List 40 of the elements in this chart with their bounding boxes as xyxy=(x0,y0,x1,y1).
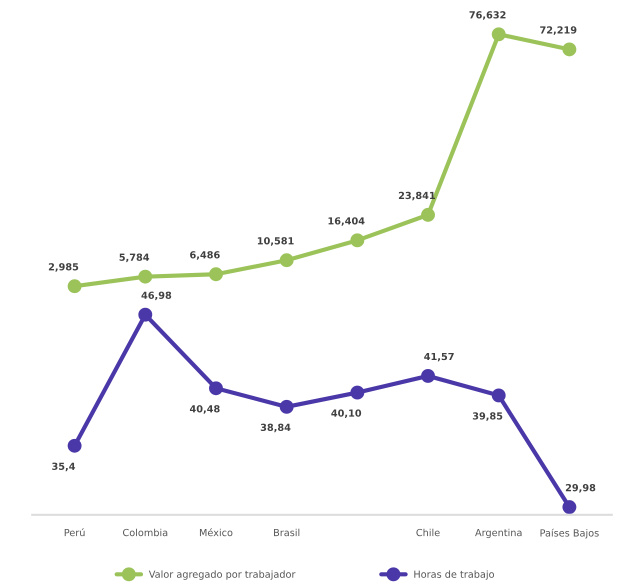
point xyxy=(280,253,294,268)
x-tick-label: Brasil xyxy=(274,528,300,536)
data-label: 46,98 xyxy=(141,292,172,300)
x-tick-label: México xyxy=(200,528,232,536)
point xyxy=(562,42,576,56)
data-label: 10,581 xyxy=(258,237,294,246)
point xyxy=(421,368,435,383)
x-tick-label: Chile xyxy=(416,528,440,536)
data-label: 2,985 xyxy=(48,263,78,272)
point xyxy=(68,279,82,294)
x-tick-label: Argentina xyxy=(475,528,522,538)
data-label: 16,404 xyxy=(328,217,365,226)
x-tick-label: Perú xyxy=(64,528,85,536)
legend-label: Horas de trabajo xyxy=(414,570,494,580)
x-tick-label: Colombia xyxy=(122,528,168,536)
data-label: 29,98 xyxy=(566,484,596,493)
data-label: 40,10 xyxy=(331,409,362,418)
x-tick-label: Países Bajos xyxy=(540,528,599,538)
point xyxy=(138,270,152,284)
point xyxy=(350,233,364,248)
legend-label: Valor agregado por trabajador xyxy=(148,570,296,580)
point xyxy=(350,386,364,400)
data-label: 72,219 xyxy=(540,26,576,35)
data-label: 5,784 xyxy=(120,254,150,262)
data-label: 6,486 xyxy=(190,251,220,260)
point xyxy=(138,308,152,322)
point xyxy=(68,438,82,453)
data-label: 76,632 xyxy=(469,11,506,20)
point xyxy=(209,267,223,282)
point xyxy=(421,208,435,222)
data-label: 41,57 xyxy=(424,352,454,362)
point xyxy=(280,400,294,414)
data-label: 38,84 xyxy=(260,424,290,432)
data-label: 39,85 xyxy=(472,412,502,421)
point xyxy=(209,381,223,396)
point xyxy=(492,27,506,42)
point xyxy=(492,388,506,402)
data-label: 35,4 xyxy=(52,462,76,472)
point xyxy=(562,500,576,514)
data-label: 40,48 xyxy=(190,405,220,414)
